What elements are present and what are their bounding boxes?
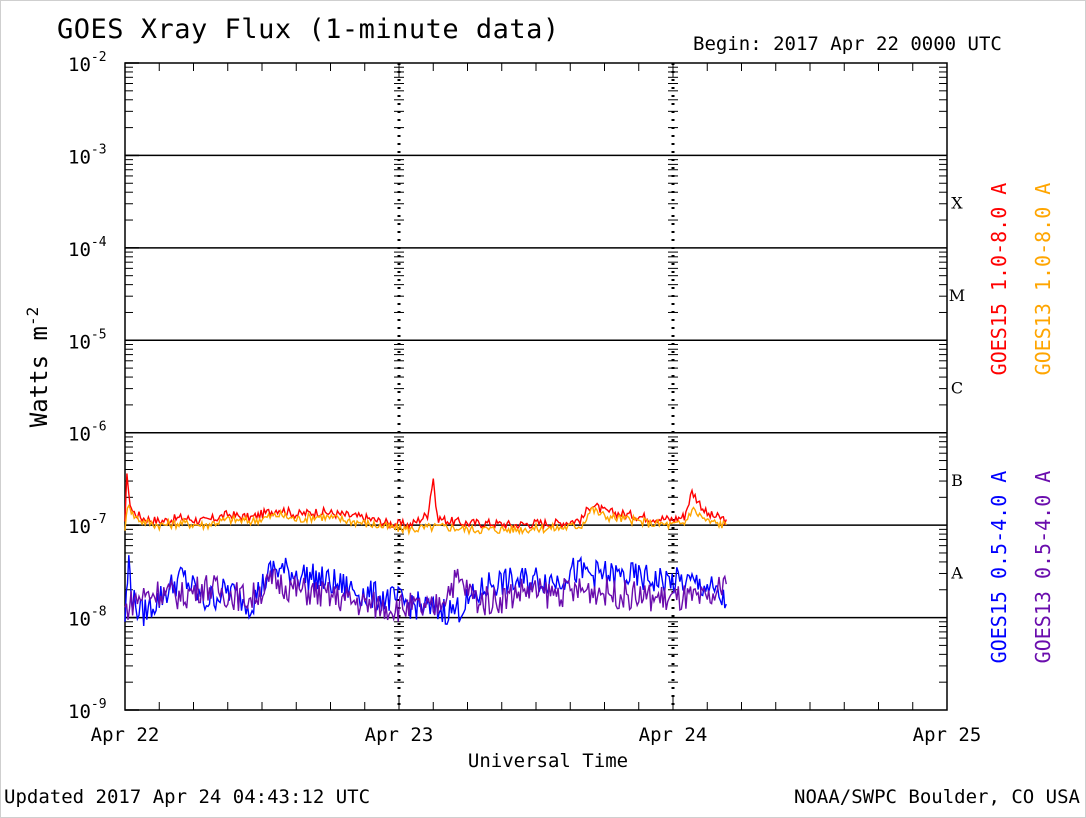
x-tick-label: Apr 24 [639,724,708,746]
y-tick-label-exponent: -2 [91,50,107,65]
flare-class-label: B [951,471,963,490]
x-tick-label: Apr 25 [913,724,982,746]
flare-class-label: X [951,194,963,213]
y-tick-label-exponent: -4 [91,235,107,250]
y-tick-label-base: 10 [68,54,91,76]
series-line-4 [124,568,727,622]
y-tick-label-base: 10 [68,516,91,538]
legend-goes13-long: GOES13 1.0-8.0 A [1031,182,1055,376]
y-tick-label: 10-8 [68,605,107,631]
y-tick-label: 10-6 [68,420,107,446]
y-tick-label: 10-9 [68,697,107,723]
y-tick-label-exponent: -9 [91,697,107,712]
legend-goes15-short: GOES15 0.5-4.0 A [987,470,1011,664]
y-tick-label-base: 10 [68,239,91,261]
y-tick-label-base: 10 [68,424,91,446]
series-line-2 [124,504,727,536]
y-tick-label-base: 10 [68,609,91,631]
series-line-1 [124,473,727,531]
y-tick-label: 10-3 [68,142,107,168]
flare-class-label: A [950,563,963,582]
x-axis-label-row: Universal Time [0,750,1086,772]
y-tick-label-exponent: -5 [91,327,107,342]
chart-title: GOES Xray Flux (1-minute data) [57,14,560,45]
flare-class-label: C [951,379,963,398]
updated-timestamp: Updated 2017 Apr 24 04:43:12 UTC [4,786,371,808]
legend-goes15-long: GOES15 1.0-8.0 A [987,182,1011,376]
y-tick-label-base: 10 [68,701,91,723]
x-tick-label: Apr 22 [91,724,160,746]
legend-goes13-short: GOES13 0.5-4.0 A [1031,470,1055,664]
y-tick-label: 10-4 [68,235,107,261]
y-tick-label-exponent: -3 [91,142,107,157]
x-axis-label: Universal Time [467,750,629,772]
y-tick-label-exponent: -8 [91,605,107,620]
credit-text: NOAA/SWPC Boulder, CO USA [794,786,1080,808]
y-tick-label: 10-5 [68,327,107,353]
y-tick-label-exponent: -7 [91,512,107,527]
y-tick-label-base: 10 [68,146,91,168]
flare-class-label: M [949,286,965,305]
y-tick-label-base: 10 [68,331,91,353]
series-line-3 [124,555,727,627]
begin-time: Begin: 2017 Apr 22 0000 UTC [693,33,1002,55]
y-tick-label: 10-7 [68,512,107,538]
y-tick-label-exponent: -6 [91,420,107,435]
y-tick-label: 10-2 [68,50,107,76]
x-tick-label: Apr 23 [365,724,434,746]
